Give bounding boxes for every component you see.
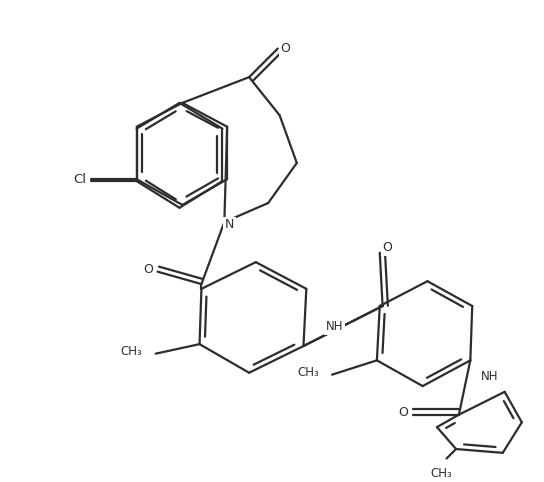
Text: CH₃: CH₃ [121, 345, 143, 358]
Text: O: O [382, 241, 392, 254]
Text: N: N [225, 218, 234, 231]
Text: O: O [143, 263, 153, 276]
Text: CH₃: CH₃ [297, 366, 319, 379]
Text: Cl: Cl [73, 173, 86, 186]
Text: CH₃: CH₃ [431, 467, 453, 480]
Text: Cl: Cl [75, 174, 88, 187]
Text: O: O [399, 406, 409, 419]
Text: NH: NH [326, 321, 344, 334]
Text: NH: NH [481, 370, 498, 383]
Text: O: O [280, 42, 290, 55]
